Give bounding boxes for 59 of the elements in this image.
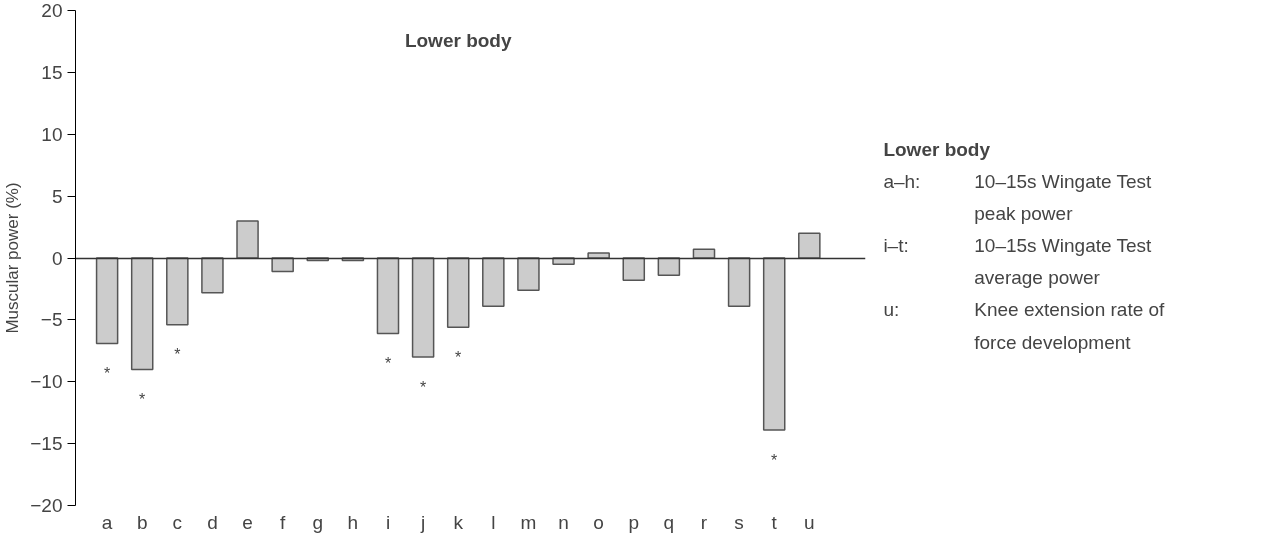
x-tick-label: l bbox=[491, 511, 496, 533]
bar bbox=[201, 257, 224, 294]
x-tick-label: i bbox=[385, 511, 391, 533]
x-tick-label: a bbox=[101, 511, 113, 533]
annotation: * bbox=[103, 364, 111, 382]
bar bbox=[762, 257, 786, 431]
annotation: * bbox=[455, 348, 462, 366]
text: Lower body bbox=[883, 138, 991, 160]
x-tick-label: m bbox=[520, 511, 537, 533]
bar bbox=[727, 257, 751, 308]
bar bbox=[271, 257, 294, 273]
bar bbox=[517, 257, 540, 291]
text: Lower body bbox=[404, 29, 512, 51]
y-tick-label: 5 bbox=[51, 185, 63, 207]
bar bbox=[446, 257, 470, 329]
x-tick-label: f bbox=[280, 511, 287, 533]
y-axis-title: Muscular power (%) bbox=[3, 182, 23, 334]
annotation: * bbox=[384, 354, 392, 372]
bar bbox=[411, 257, 435, 358]
bar bbox=[657, 257, 681, 277]
text: u: Knee extension rate of force development bbox=[883, 299, 1165, 353]
x-tick-label: n bbox=[558, 511, 569, 533]
y-tick-label: −15 bbox=[30, 433, 63, 455]
y-tick-label: 20 bbox=[41, 0, 63, 21]
annotation: * bbox=[419, 378, 427, 396]
y-tick-label: 15 bbox=[41, 61, 63, 83]
x-tick-label: u bbox=[804, 511, 815, 533]
x-tick-label: j bbox=[419, 511, 426, 533]
bar bbox=[130, 257, 154, 371]
x-tick-label: h bbox=[347, 511, 359, 533]
x-tick-label: b bbox=[136, 511, 148, 533]
bar bbox=[376, 257, 400, 335]
x-tick-label: k bbox=[453, 511, 464, 533]
y-tick-label: −20 bbox=[30, 495, 63, 516]
bar bbox=[587, 252, 610, 259]
annotation: * bbox=[174, 346, 181, 364]
x-tick-label: e bbox=[242, 511, 253, 533]
x-tick-label: q bbox=[663, 511, 675, 533]
annotation: * bbox=[139, 390, 146, 408]
bar bbox=[482, 257, 505, 308]
x-tick-label: t bbox=[771, 511, 778, 533]
y-tick-label: 0 bbox=[51, 247, 63, 269]
x-tick-label: g bbox=[312, 511, 324, 533]
y-tick-label: 10 bbox=[41, 123, 63, 145]
x-tick-label: p bbox=[628, 511, 640, 533]
x-tick-label: d bbox=[207, 511, 218, 533]
bar bbox=[798, 232, 821, 259]
y-tick-label: −5 bbox=[40, 309, 63, 331]
x-tick-label: o bbox=[593, 511, 604, 533]
bar bbox=[622, 257, 646, 282]
bar bbox=[236, 220, 259, 259]
bar bbox=[552, 257, 575, 265]
bar bbox=[166, 257, 189, 326]
x-tick-label: s bbox=[734, 511, 744, 533]
y-tick-label: −10 bbox=[30, 371, 63, 393]
x-tick-label: c bbox=[172, 511, 183, 533]
x-tick-label: r bbox=[700, 511, 708, 533]
annotation: * bbox=[771, 451, 778, 469]
bar bbox=[95, 257, 119, 345]
